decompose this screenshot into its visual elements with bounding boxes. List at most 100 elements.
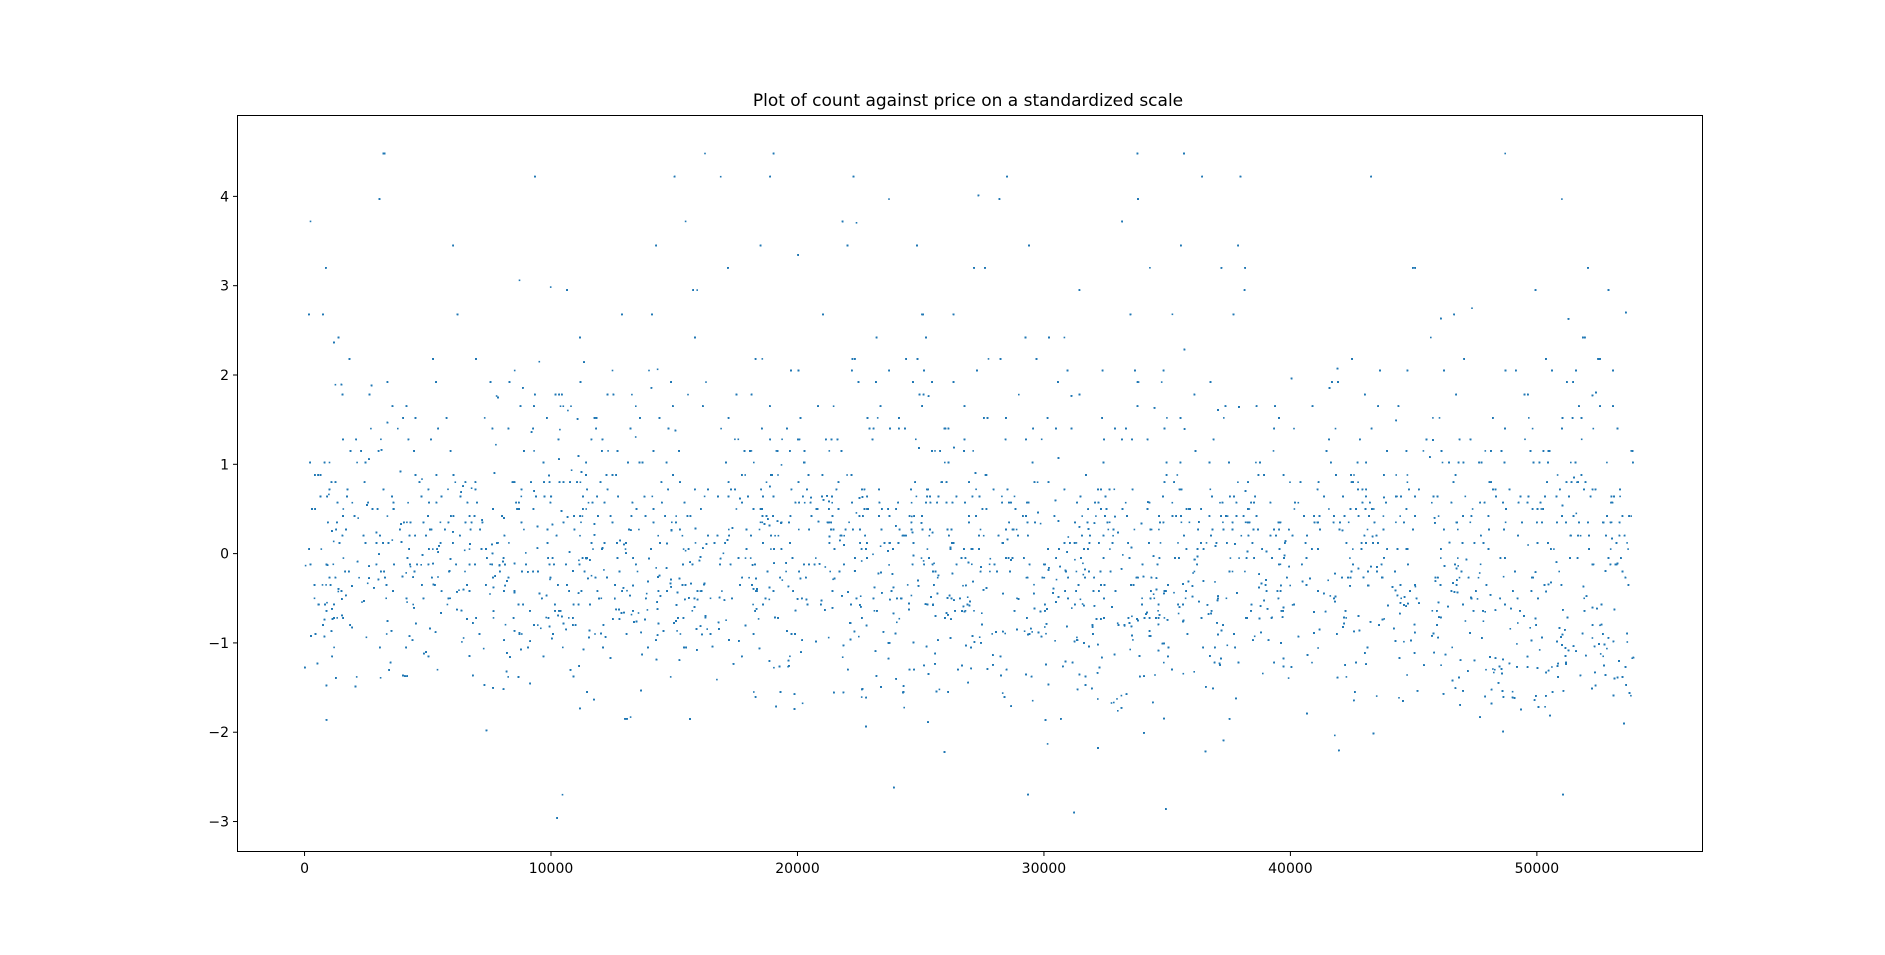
data-point <box>1291 604 1294 606</box>
data-point <box>328 461 331 464</box>
data-point <box>337 590 340 593</box>
data-point <box>309 220 312 223</box>
data-point <box>1122 554 1124 556</box>
data-point <box>827 636 830 639</box>
data-point <box>585 508 587 510</box>
data-point <box>1054 640 1056 642</box>
data-point <box>1166 417 1168 419</box>
data-point <box>1176 474 1179 476</box>
data-point <box>979 528 982 531</box>
data-point <box>1293 508 1296 510</box>
data-point <box>1214 581 1216 583</box>
data-point <box>504 623 507 626</box>
data-point <box>1025 576 1028 579</box>
data-point <box>1110 702 1113 704</box>
data-point <box>1223 417 1225 419</box>
data-point <box>1255 461 1257 464</box>
data-point <box>1031 631 1033 633</box>
data-point <box>910 594 913 597</box>
data-point <box>1558 570 1560 573</box>
data-point <box>906 584 909 586</box>
data-point <box>1150 528 1153 531</box>
data-point <box>1606 461 1608 464</box>
data-point <box>1112 534 1114 537</box>
data-point <box>1287 677 1290 679</box>
data-point <box>1289 481 1291 483</box>
data-point <box>696 289 698 291</box>
data-point <box>1132 639 1134 641</box>
data-point <box>922 560 925 562</box>
data-point <box>1044 626 1046 628</box>
data-point <box>982 534 985 537</box>
data-point <box>1129 648 1131 651</box>
data-point <box>888 564 890 566</box>
data-point <box>1219 501 1221 504</box>
data-point <box>1157 610 1159 612</box>
data-point <box>1097 698 1099 700</box>
data-point <box>735 508 738 510</box>
data-point <box>1043 576 1046 579</box>
data-point <box>989 557 992 560</box>
data-point <box>508 542 510 544</box>
data-point <box>562 646 564 649</box>
data-point <box>1293 427 1295 430</box>
data-point <box>1015 528 1018 531</box>
data-point <box>1055 578 1058 581</box>
data-point <box>523 528 525 531</box>
data-point <box>1045 632 1047 635</box>
data-point <box>1349 557 1351 559</box>
data-point <box>1396 495 1398 498</box>
data-point <box>872 553 874 556</box>
data-point <box>540 627 542 630</box>
data-point <box>1177 612 1180 615</box>
data-point <box>1023 630 1026 632</box>
data-point <box>1538 649 1541 651</box>
data-point <box>561 793 564 796</box>
data-point <box>634 436 637 438</box>
data-point <box>1478 572 1481 574</box>
data-point <box>461 641 463 643</box>
data-point <box>332 563 335 566</box>
data-point <box>777 534 780 537</box>
data-point <box>1580 438 1583 441</box>
data-point <box>989 570 991 573</box>
data-point <box>549 286 552 288</box>
data-point <box>1431 501 1433 504</box>
data-point <box>358 576 360 579</box>
data-point <box>570 405 572 407</box>
data-point <box>468 548 471 550</box>
data-point <box>789 655 791 658</box>
data-point <box>1082 562 1084 565</box>
data-point <box>1477 576 1480 579</box>
data-point <box>507 676 509 678</box>
data-point <box>538 360 541 363</box>
data-point <box>513 369 516 372</box>
data-point <box>734 438 736 441</box>
data-point <box>699 590 702 592</box>
data-point <box>1153 597 1156 600</box>
data-point <box>988 563 991 566</box>
data-point <box>357 517 359 519</box>
data-point <box>1113 488 1116 491</box>
data-point <box>380 438 382 441</box>
data-point <box>675 515 677 517</box>
data-point <box>562 405 565 407</box>
data-point <box>1244 521 1247 524</box>
data-point <box>1018 393 1020 396</box>
data-point <box>495 443 497 446</box>
data-point <box>1403 640 1405 643</box>
data-point <box>333 646 335 649</box>
data-point <box>1561 198 1563 200</box>
data-point <box>768 598 771 601</box>
data-point <box>607 450 609 452</box>
data-point <box>1528 417 1530 419</box>
data-point <box>720 427 722 430</box>
data-point <box>1476 598 1479 600</box>
data-point <box>896 621 898 624</box>
points-layer <box>304 152 1635 819</box>
data-point <box>1471 508 1474 510</box>
data-point <box>386 515 389 517</box>
data-point <box>1583 597 1585 600</box>
data-point <box>1406 481 1409 483</box>
